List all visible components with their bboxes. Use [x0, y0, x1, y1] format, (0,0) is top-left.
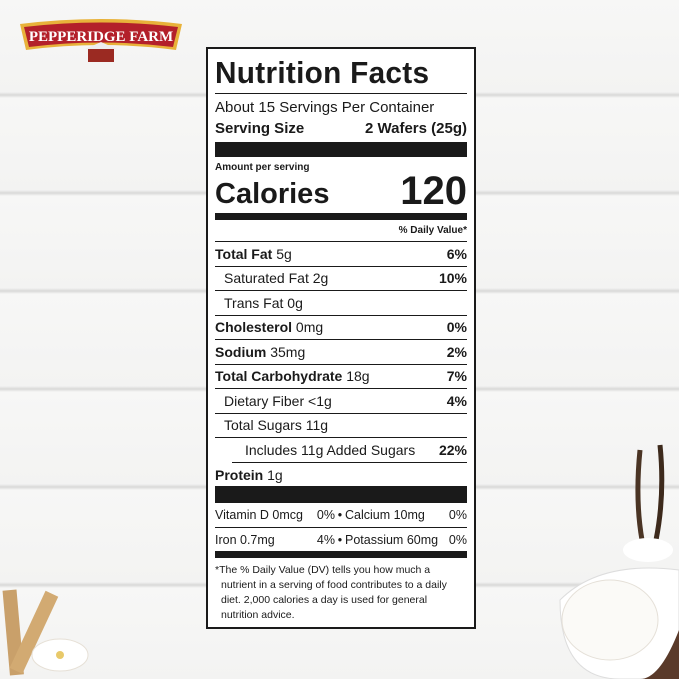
nutrient-dv: 6%	[446, 245, 467, 262]
nutrient-amount: 2g	[312, 270, 329, 287]
nutrient-label: Includes 11g Added Sugars	[245, 441, 416, 458]
nutrient-row: Includes 11g Added Sugars 22%	[232, 438, 467, 463]
servings-per-container: About 15 Servings Per Container	[215, 99, 435, 116]
nutrient-name: Trans Fat 0g	[215, 295, 303, 311]
serving-size-label: Serving Size	[215, 120, 305, 137]
nutrient-name: Sodium 35mg	[215, 344, 305, 360]
nutrient-name: Saturated Fat 2g	[215, 270, 328, 286]
nutrient-name: Cholesterol 0mg	[215, 319, 323, 335]
vitamin-row: Vitamin D 0mcg 0% • Calcium 10mg 0%	[215, 503, 467, 528]
nutrient-dv: 4%	[446, 392, 467, 409]
thick-divider	[215, 142, 467, 157]
vitamin-left: Vitamin D 0mcg	[215, 507, 303, 522]
nutrient-label: Dietary Fiber	[224, 392, 305, 409]
vitamin-right: Potassium 60mg	[344, 532, 439, 547]
dv-header: % Daily Value*	[215, 220, 467, 242]
calories-row: Calories 120	[215, 169, 467, 213]
medium-divider	[215, 551, 467, 558]
nutrient-amount: 0g	[287, 294, 303, 311]
nutrient-name: Protein 1g	[215, 467, 283, 483]
nutrient-amount: 5g	[276, 245, 292, 262]
nutrient-label: Saturated Fat	[224, 270, 309, 287]
nutrient-dv: 0%	[446, 319, 467, 336]
nutrition-facts-label: Nutrition Facts About 15 Servings Per Co…	[206, 47, 476, 629]
nutrient-dv: 2%	[446, 343, 467, 360]
calories-label: Calories	[215, 178, 330, 210]
vitamin-row: Iron 0.7mg 4% • Potassium 60mg 0%	[215, 528, 467, 553]
bullet: •	[337, 532, 343, 547]
nutrient-name: Dietary Fiber <1g	[215, 393, 332, 409]
amount-per-serving: Amount per serving	[215, 162, 310, 173]
thick-divider	[215, 486, 467, 503]
nutrient-label: Trans Fat	[224, 294, 284, 311]
nutrient-name: Total Fat 5g	[215, 246, 292, 262]
nutrient-row: Dietary Fiber <1g 4%	[215, 389, 467, 414]
nutrient-label: Protein	[215, 466, 264, 483]
nutrient-name: Total Sugars 11g	[215, 417, 328, 433]
nutrient-label: Total Sugars	[224, 417, 302, 434]
nutrient-amount: 0mg	[295, 319, 324, 336]
nutrient-row: Trans Fat 0g	[215, 291, 467, 316]
nutrient-dv: 7%	[446, 368, 467, 385]
serving-size-value: 2 Wafers (25g)	[365, 120, 467, 137]
dv-header-text: % Daily Value*	[398, 225, 467, 236]
vitamin-left: Iron 0.7mg	[215, 532, 275, 547]
nutrient-amount: 35mg	[270, 343, 306, 360]
vitamin-right: Calcium 10mg	[344, 507, 425, 522]
svg-text:PEPPERIDGE FARM: PEPPERIDGE FARM	[29, 29, 173, 45]
vitamin-right-dv: 0%	[448, 507, 467, 522]
medium-divider	[215, 213, 467, 220]
nutrient-label: Total Carbohydrate	[215, 368, 343, 385]
vitamin-right-dv: 0%	[448, 532, 467, 547]
nutrient-name: Includes 11g Added Sugars	[232, 442, 415, 458]
nutrient-label: Sodium	[215, 343, 267, 360]
calories-value: 120	[400, 169, 467, 213]
nutrient-name: Total Carbohydrate 18g	[215, 368, 370, 384]
nutrient-row: Protein 1g	[215, 463, 467, 488]
nutrient-amount: <1g	[308, 392, 332, 409]
nutrient-row: Sodium 35mg 2%	[215, 340, 467, 365]
wafer-rolls-image	[2, 589, 89, 676]
nutrient-row: Total Carbohydrate 18g 7%	[215, 365, 467, 389]
nutrient-dv: 22%	[438, 441, 467, 458]
nutrient-label: Cholesterol	[215, 319, 293, 336]
nutrient-row: Total Sugars 11g	[215, 414, 467, 438]
vitamin-left-dv: 4%	[316, 532, 335, 547]
nutrient-label: Total Fat	[215, 245, 273, 262]
nutrient-row: Saturated Fat 2g 10%	[215, 267, 467, 291]
serving-size: Serving Size 2 Wafers (25g)	[215, 118, 467, 142]
bullet: •	[337, 507, 343, 522]
nutrient-row: Total Fat 5g 6%	[215, 242, 467, 267]
pepperidge-farm-logo: PEPPERIDGE FARM	[20, 19, 182, 62]
nutrient-row: Cholesterol 0mg 0%	[215, 316, 467, 340]
nutrient-amount: 11g	[305, 417, 329, 434]
vitamin-left-dv: 0%	[316, 507, 335, 522]
nutrient-dv: 10%	[438, 270, 467, 287]
footnote: *The % Daily Value (DV) tells you how mu…	[215, 564, 447, 621]
vanilla-cocoa-cup-image	[559, 444, 679, 679]
nutrient-amount: 1g	[267, 466, 283, 483]
label-title: Nutrition Facts	[215, 55, 430, 90]
nutrient-amount: 18g	[346, 368, 370, 385]
